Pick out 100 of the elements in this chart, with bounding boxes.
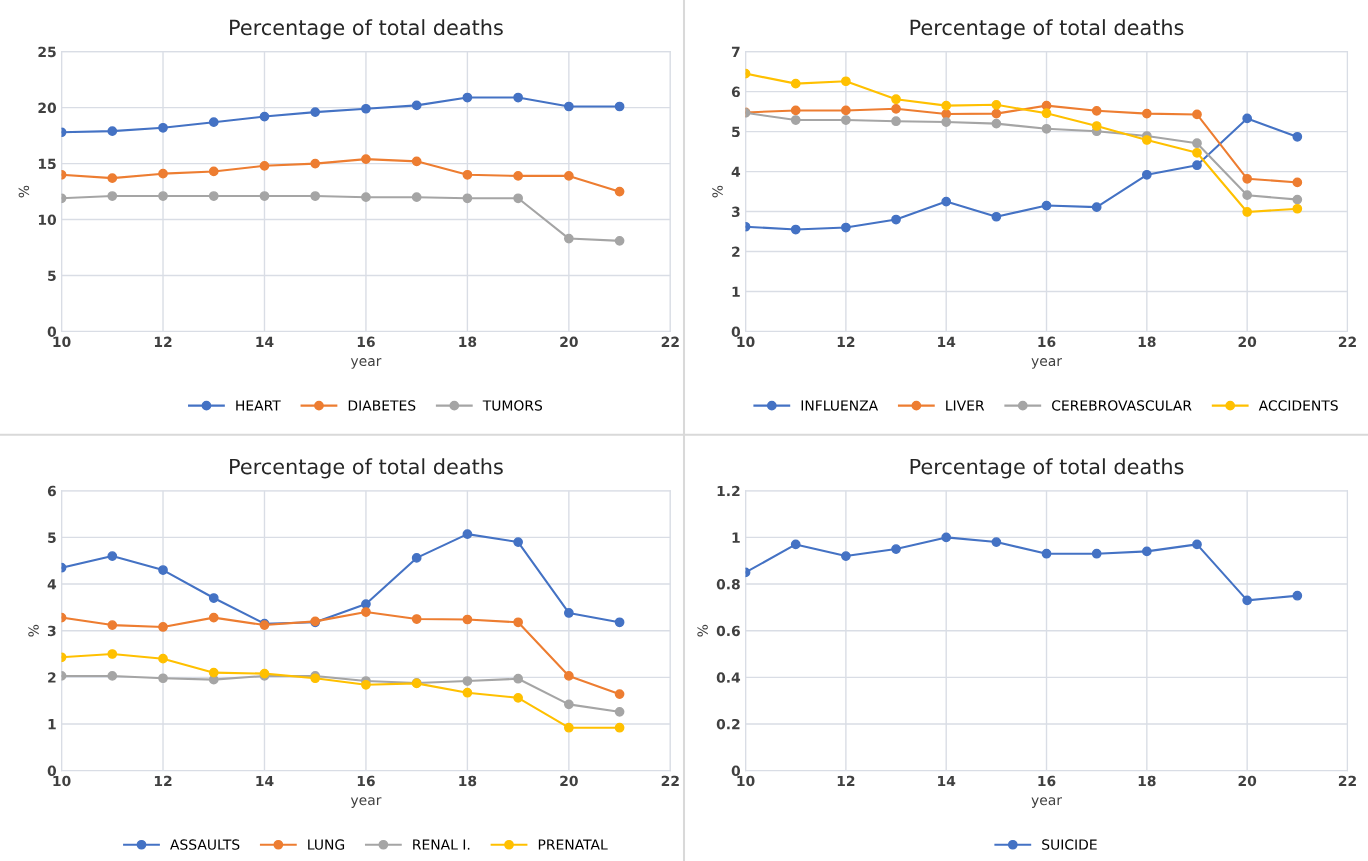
legend-label: CEREBROVASCULAR	[1052, 400, 1192, 411]
point	[1091, 202, 1102, 213]
point	[1192, 539, 1202, 550]
point	[462, 529, 473, 540]
point	[563, 671, 574, 681]
x-tick-label: 14	[938, 336, 956, 347]
legend-label: DIABETES	[348, 400, 416, 411]
y-tick-label: 5	[732, 126, 740, 138]
point	[841, 105, 851, 116]
point	[841, 115, 851, 125]
point	[158, 168, 168, 179]
point	[158, 565, 168, 575]
point	[1141, 546, 1152, 557]
point	[208, 612, 219, 623]
point	[411, 614, 422, 624]
point	[513, 171, 523, 181]
point	[462, 169, 473, 180]
point	[941, 196, 952, 207]
point	[107, 126, 118, 136]
point	[208, 117, 219, 128]
point	[411, 156, 422, 167]
point	[513, 193, 523, 204]
y-tick-label: 0.4	[716, 672, 741, 683]
point	[1292, 590, 1303, 601]
point	[991, 118, 1002, 129]
point	[361, 599, 371, 609]
x-tick-label: 22	[661, 336, 679, 347]
x-tick-label: 14	[256, 775, 274, 787]
point	[1242, 190, 1253, 201]
y-tick-label: 0.2	[716, 718, 740, 730]
x-tick-label: 18	[1138, 336, 1156, 348]
legend-label: ACCIDENTS	[1258, 400, 1338, 411]
point	[1141, 169, 1152, 180]
point	[1242, 595, 1253, 606]
point	[259, 111, 270, 122]
legend-label: INFLUENZA	[801, 400, 879, 411]
y-tick-label: 5	[48, 270, 56, 281]
x-tick-label: 16	[357, 336, 375, 348]
y-axis-title: %	[18, 185, 30, 198]
y-tick-label: 0	[47, 326, 57, 337]
point	[310, 158, 321, 169]
x-tick-label: 18	[1138, 775, 1156, 787]
point	[891, 116, 901, 127]
point	[563, 171, 574, 181]
y-tick-label: 6	[47, 485, 56, 497]
x-axis-title: year	[1031, 797, 1063, 808]
legend-label: LUNG	[308, 839, 345, 850]
y-tick-label: 0.8	[716, 579, 740, 590]
legend-label: RENAL I.	[413, 839, 470, 850]
point	[361, 154, 371, 164]
x-axis-title: year	[1031, 358, 1063, 369]
legend-label: SUICIDE	[1042, 839, 1097, 850]
x-tick-label: 16	[1038, 336, 1056, 348]
point	[462, 92, 473, 103]
point	[790, 105, 801, 116]
point	[1091, 548, 1102, 559]
point	[462, 687, 473, 698]
point	[1141, 108, 1152, 119]
y-tick-label: 2	[48, 672, 56, 683]
point	[513, 673, 523, 684]
y-tick-label: 10	[38, 214, 57, 226]
point	[1192, 109, 1202, 120]
point	[107, 620, 118, 630]
point	[1041, 108, 1052, 119]
point	[991, 211, 1002, 222]
point	[614, 186, 625, 197]
point	[841, 76, 851, 87]
point	[614, 617, 625, 628]
y-tick-label: 2	[732, 246, 740, 257]
x-axis-title: year	[350, 358, 382, 369]
point	[1091, 121, 1102, 131]
point	[991, 108, 1002, 119]
x-tick-label: 16	[1038, 775, 1056, 787]
y-tick-label: 6	[731, 86, 740, 98]
y-tick-label: 3	[47, 625, 56, 637]
point	[361, 679, 371, 690]
chart-title: Percentage of total deaths	[230, 19, 503, 40]
y-tick-label: 0	[731, 765, 741, 777]
point	[513, 92, 523, 103]
point	[1192, 147, 1202, 158]
legend-label: PRENATAL	[538, 839, 608, 850]
chart-title: Percentage of total deaths	[910, 458, 1184, 479]
x-tick-label: 20	[560, 336, 578, 348]
point	[941, 117, 952, 127]
point	[1292, 194, 1303, 205]
y-tick-label: 5	[48, 532, 56, 543]
point	[158, 191, 168, 201]
point	[1041, 548, 1052, 559]
point	[563, 101, 574, 112]
point	[411, 553, 422, 563]
point	[991, 99, 1002, 110]
point	[158, 673, 168, 684]
point	[208, 166, 219, 177]
point	[790, 115, 801, 125]
y-tick-label: 0.6	[716, 625, 740, 637]
point	[1091, 105, 1102, 116]
point	[1141, 135, 1152, 145]
x-tick-label: 22	[1338, 336, 1356, 347]
y-axis-title: %	[712, 185, 723, 198]
legend-label: TUMORS	[482, 400, 543, 411]
